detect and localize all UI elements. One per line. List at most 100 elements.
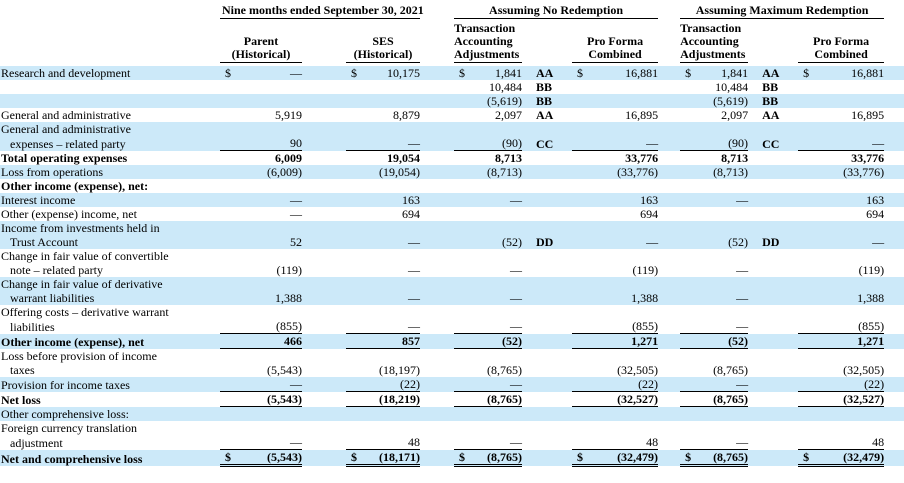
cell-value: (32,505) <box>617 363 659 377</box>
cell-currency-symbol <box>572 108 590 122</box>
cell-value: 2,097 <box>495 108 523 122</box>
cell-currency-symbol <box>798 207 816 221</box>
cell-currency-symbol <box>572 421 590 435</box>
cell-value: 1,841 <box>696 66 749 80</box>
cell-value: (32,527) <box>590 391 659 407</box>
cell-currency-symbol <box>680 406 697 421</box>
cell-currency-symbol <box>346 319 364 334</box>
cell-adjustment-letter <box>748 179 798 193</box>
column-gap <box>302 221 346 235</box>
cell-value: 16,881 <box>590 66 659 80</box>
cell-adjustment-letter <box>522 263 572 277</box>
column-gap <box>302 66 346 80</box>
cell-currency-symbol <box>572 291 591 305</box>
cell-currency-symbol <box>454 349 470 364</box>
column-gap <box>420 66 455 80</box>
cell-value: — <box>238 435 302 450</box>
cell-value: (22) <box>364 377 421 392</box>
cell-value: (8,765) <box>470 391 523 407</box>
cell-value: — <box>736 263 749 277</box>
cell-currency-symbol <box>454 263 470 277</box>
label-column-header <box>0 19 220 63</box>
cell-currency-symbol: $ <box>680 66 697 80</box>
cell-currency-symbol: $ <box>454 66 471 80</box>
column-gap <box>658 193 681 207</box>
cell-currency-symbol <box>454 136 471 151</box>
cell-value: 694 <box>866 207 885 221</box>
cell-currency-symbol <box>798 179 816 193</box>
cell-currency-symbol <box>798 277 817 291</box>
table-row: (5,619) BB (5,619) BB <box>0 94 904 108</box>
cell-currency-symbol <box>572 235 591 249</box>
column-gap <box>302 249 346 263</box>
cell-adjustment-letter <box>522 249 572 263</box>
cell-currency-symbol <box>680 193 697 207</box>
cell-value <box>364 349 420 364</box>
row-padding <box>884 207 904 221</box>
cell-adjustment-letter <box>522 151 572 166</box>
row-padding <box>884 392 904 407</box>
cell-currency-symbol <box>572 207 590 221</box>
cell-adjustment-letter <box>522 179 572 193</box>
cell-currency-symbol <box>680 305 696 319</box>
cell-currency-symbol <box>680 151 696 166</box>
cell-value: — <box>696 319 749 334</box>
row-label: Other comprehensive loss: <box>0 406 220 421</box>
no-redemption-group-header: Assuming No Redemption <box>454 0 659 19</box>
cell-adjustment-letter <box>522 406 573 421</box>
cell-currency-symbol <box>798 193 817 207</box>
table-row: Foreign currency translation <box>0 421 904 435</box>
cell-value <box>470 207 522 221</box>
cell-value: 10,175 <box>364 66 421 80</box>
cell-value: (52) <box>696 333 749 349</box>
cell-value <box>590 122 659 136</box>
row-label: General and administrative <box>1 108 131 122</box>
row-padding <box>884 449 904 466</box>
cell-value <box>470 249 522 263</box>
cell-value <box>364 305 420 319</box>
cell-value: 5,919 <box>275 108 302 122</box>
cell-value <box>696 179 748 193</box>
column-gap <box>658 435 680 450</box>
cell-adjustment-letter <box>522 122 573 136</box>
row-label: taxes <box>10 363 35 377</box>
row-padding <box>884 179 904 193</box>
cell-value: — <box>696 377 749 392</box>
cell-value: 16,895 <box>851 108 885 122</box>
cell-currency-symbol <box>680 122 697 136</box>
column-gap <box>302 207 346 221</box>
cell-currency-symbol <box>454 363 470 377</box>
cell-value: — <box>364 235 421 249</box>
row-padding <box>884 333 904 349</box>
cell-value <box>816 421 884 435</box>
column-gap <box>658 263 680 277</box>
cell-value: (52) <box>696 235 749 249</box>
cell-value <box>590 277 659 291</box>
cell-currency-symbol <box>220 235 238 249</box>
cell-adjustment-letter: AA <box>748 66 799 80</box>
cell-value <box>696 249 748 263</box>
cell-value: (8,765) <box>487 363 523 377</box>
cell-value: — <box>816 235 885 249</box>
cell-currency-symbol: $ <box>572 66 591 80</box>
cell-value: 1,388 <box>590 291 659 305</box>
column-gap <box>302 80 346 94</box>
cell-value: 16,881 <box>816 66 885 80</box>
column-gap <box>658 19 680 63</box>
cell-currency-symbol <box>454 421 470 435</box>
cell-value: 52 <box>238 235 302 249</box>
cell-value: 1,388 <box>238 291 302 305</box>
cell-currency-symbol <box>346 80 364 94</box>
cell-adjustment-letter <box>522 165 573 179</box>
cell-currency-symbol <box>798 333 817 349</box>
cell-currency-symbol <box>680 108 696 122</box>
cell-value <box>364 179 420 193</box>
cell-currency-symbol <box>220 263 238 277</box>
cell-value <box>816 277 885 291</box>
cell-value: 10,484 <box>715 80 749 94</box>
column-gap <box>658 80 680 94</box>
cell-currency-symbol <box>220 221 238 235</box>
table-header: Nine months ended September 30, 2021 Ass… <box>0 0 904 63</box>
cell-adjustment-letter <box>748 319 798 334</box>
column-gap <box>658 319 680 334</box>
